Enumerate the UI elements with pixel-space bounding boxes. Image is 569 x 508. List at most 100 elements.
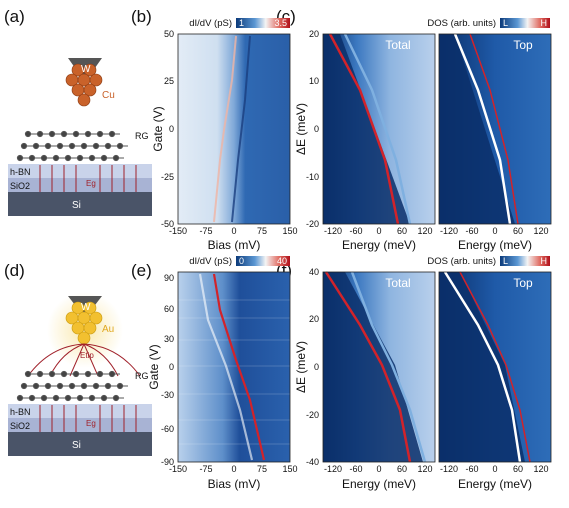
map-c-total-bands — [328, 33, 412, 225]
inset-title-top: Top — [513, 276, 533, 290]
colorbar-low: L — [503, 18, 508, 28]
rg-label: RG — [135, 371, 149, 381]
x-tick: 150 — [282, 226, 297, 236]
x-tick: -60 — [349, 226, 362, 236]
si-label: Si — [72, 440, 81, 451]
x-tick: -120 — [324, 464, 342, 474]
x-tick-labels-right: -120 -60 0 60 120 — [440, 226, 549, 236]
sio2-label: SiO2 — [10, 181, 30, 191]
field-label: Eg — [86, 419, 96, 428]
x-axis-title: Bias (mV) — [208, 238, 261, 252]
x-tick: -60 — [349, 464, 362, 474]
hbn-label: h-BN — [10, 167, 31, 177]
colorbar-min: 1 — [239, 18, 244, 28]
inset-title-total: Total — [385, 276, 410, 290]
x-tick: 120 — [417, 464, 432, 474]
si-layer — [8, 192, 152, 216]
colorbar-high: H — [541, 256, 548, 266]
inset-title-top: Top — [513, 38, 533, 52]
sio2-layer — [8, 418, 152, 432]
x-tick: -75 — [199, 464, 212, 474]
y-tick: -90 — [161, 457, 174, 467]
sio2-label: SiO2 — [10, 421, 30, 431]
y-tick: 20 — [309, 29, 319, 39]
gate-field-arrows — [39, 165, 137, 192]
x-tick: 120 — [533, 226, 548, 236]
au-cluster-icon — [65, 301, 103, 345]
cu-cluster-icon — [65, 63, 103, 107]
panel-letter-b: (b) — [131, 7, 152, 26]
tip-label: W — [81, 64, 91, 75]
colorbar-e — [236, 256, 290, 266]
y-tick: -10 — [306, 172, 319, 182]
map-e-features — [198, 273, 266, 461]
x-axis-title-right: Energy (meV) — [458, 477, 532, 491]
x-tick-labels-left: -120 -60 0 60 120 — [324, 226, 433, 236]
y-tick: 10 — [309, 76, 319, 86]
x-tick: 60 — [513, 226, 523, 236]
y-tick: -20 — [306, 219, 319, 229]
x-tick-labels: -150 -75 0 75 150 — [169, 464, 298, 474]
y-tick-labels: 90 60 30 0 -30 -60 -90 — [161, 273, 174, 467]
y-axis-title: ΔE (meV) — [294, 341, 308, 393]
x-axis-title: Bias (mV) — [208, 477, 261, 491]
si-label: Si — [72, 200, 81, 211]
tip-label: W — [81, 302, 91, 313]
x-tick: -150 — [169, 226, 187, 236]
cluster-label: Au — [102, 324, 114, 335]
x-tick: 75 — [257, 226, 267, 236]
y-tick: 20 — [309, 314, 319, 324]
x-tick: 0 — [376, 226, 381, 236]
y-tick: 60 — [164, 304, 174, 314]
y-tick: -25 — [161, 172, 174, 182]
x-axis-title-right: Energy (meV) — [458, 238, 532, 252]
sio2-layer — [8, 178, 152, 192]
x-tick: 150 — [282, 464, 297, 474]
y-tick: 0 — [169, 124, 174, 134]
colorbar-min: 0 — [239, 256, 244, 266]
x-axis-title-left: Energy (meV) — [342, 238, 416, 252]
x-tick: -120 — [324, 226, 342, 236]
panel-letter-a: (a) — [4, 7, 25, 26]
colorbar-high: H — [541, 18, 548, 28]
colorbar-title: DOS (arb. units) — [427, 18, 496, 29]
x-tick: 0 — [231, 226, 236, 236]
rg-layers — [16, 130, 128, 162]
x-tick: 120 — [417, 226, 432, 236]
y-tick-labels: 20 10 0 -10 -20 — [306, 29, 319, 229]
gate-field-arrows — [39, 405, 137, 432]
hbn-label: h-BN — [10, 407, 31, 417]
hbn-layer — [8, 404, 152, 418]
map-c-top-bands — [453, 33, 519, 225]
tip-field-label: Etip — [80, 351, 94, 360]
y-axis-title: Gate (V) — [151, 106, 165, 151]
schematic-d: W Au Etip RG h-BN SiO2 Si Eg — [8, 292, 152, 456]
panel-letter-d: (d) — [4, 261, 25, 280]
field-label: Eg — [86, 179, 96, 188]
colorbar-title: dI/dV (pS) — [189, 256, 232, 267]
y-tick: 30 — [164, 334, 174, 344]
x-tick: 0 — [376, 464, 381, 474]
rg-layers — [16, 370, 128, 402]
x-tick: 0 — [231, 464, 236, 474]
map-f-total-bands — [324, 271, 427, 463]
map-c: Total Top DOS (arb. units) L H 20 10 0 -… — [294, 18, 552, 252]
colorbar-f — [500, 256, 550, 266]
map-f-top-bands — [443, 271, 531, 463]
x-tick: 0 — [492, 226, 497, 236]
y-tick: 50 — [164, 29, 174, 39]
y-tick: 25 — [164, 76, 174, 86]
x-tick: 60 — [397, 464, 407, 474]
map-f: Total Top DOS (arb. units) L H 40 20 0 -… — [294, 256, 552, 491]
x-tick-labels-right: -120 -60 0 60 120 — [440, 464, 549, 474]
si-layer — [8, 432, 152, 456]
x-tick: -150 — [169, 464, 187, 474]
x-tick: 60 — [397, 226, 407, 236]
colorbar-low: L — [503, 256, 508, 266]
x-tick: 120 — [533, 464, 548, 474]
colorbar-title: dI/dV (pS) — [189, 18, 232, 29]
y-tick: 0 — [314, 362, 319, 372]
colorbar-b — [236, 18, 290, 28]
map-b-features — [213, 35, 237, 223]
x-axis-title-left: Energy (meV) — [342, 477, 416, 491]
